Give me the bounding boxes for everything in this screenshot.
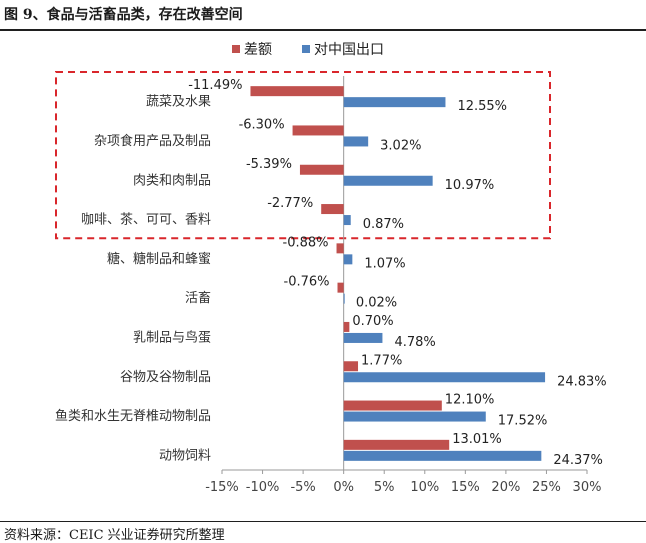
bar-balance: [343, 400, 442, 411]
category-label: 咖啡、茶、可可、香料: [81, 212, 211, 228]
x-tick-label: 25%: [532, 480, 561, 495]
legend-swatch-balance: [232, 45, 240, 53]
bar-export-to-china: [343, 450, 542, 461]
category-label: 肉类和肉制品: [133, 173, 211, 188]
bar-balance: [299, 164, 344, 175]
data-label-export-to-china: 4.78%: [394, 335, 435, 350]
x-tick-label: -5%: [290, 480, 315, 495]
highlight-box: [55, 71, 551, 240]
bar-balance: [343, 439, 450, 450]
data-label-balance: 1.77%: [361, 353, 402, 368]
bar-balance: [343, 361, 359, 372]
data-label-balance: 0.70%: [352, 314, 393, 329]
bar-balance: [336, 243, 344, 254]
bar-export-to-china: [343, 136, 369, 147]
bar-balance: [292, 125, 344, 136]
data-label-balance: 12.10%: [445, 393, 495, 408]
figure-title: 图 9、食品与活畜品类，存在改善空间: [4, 7, 243, 23]
source-note: 资料来源：CEIC 兴业证券研究所整理: [4, 528, 225, 543]
category-label: 蔬菜及水果: [146, 95, 211, 110]
bar-export-to-china: [343, 293, 345, 304]
bar-balance: [337, 282, 344, 293]
category-label: 鱼类和水生无脊椎动物制品: [55, 408, 211, 424]
data-label-export-to-china: 17.52%: [498, 414, 548, 429]
bar-export-to-china: [343, 175, 433, 186]
bar-balance: [321, 204, 344, 215]
data-label-export-to-china: 24.37%: [553, 453, 603, 468]
x-tick-label: 0%: [333, 480, 354, 495]
legend-swatch-export-to-china: [302, 45, 310, 53]
bar-balance: [250, 86, 344, 97]
bar-export-to-china: [343, 372, 546, 383]
category-label: 谷物及谷物制品: [120, 370, 211, 385]
x-tick-label: -10%: [246, 480, 280, 495]
footer-rule: [0, 521, 646, 522]
bar-export-to-china: [343, 215, 351, 226]
category-label: 糖、糖制品和蜂蜜: [107, 251, 211, 267]
bar-export-to-china: [343, 254, 353, 265]
legend-label-balance: 差额: [244, 42, 272, 58]
data-label-export-to-china: 3.02%: [380, 138, 421, 153]
title-rule: [0, 29, 646, 31]
category-label: 动物饲料: [159, 448, 211, 463]
data-label-balance: -6.30%: [239, 117, 285, 132]
category-label: 乳制品与鸟蛋: [133, 329, 211, 345]
category-label: 杂项食用产品及制品: [94, 133, 211, 149]
bar-balance: [343, 321, 350, 332]
data-label-balance: 13.01%: [452, 432, 502, 447]
data-label-export-to-china: 10.97%: [445, 178, 495, 193]
bar-export-to-china: [343, 411, 486, 422]
x-tick-label: 10%: [410, 480, 439, 495]
data-label-balance: -5.39%: [246, 157, 292, 172]
category-label: 活畜: [185, 290, 211, 306]
data-label-export-to-china: 0.02%: [356, 296, 397, 311]
data-label-export-to-china: 12.55%: [457, 99, 507, 114]
data-label-balance: -0.88%: [283, 235, 329, 250]
data-label-balance: -0.76%: [284, 275, 330, 290]
data-label-export-to-china: 24.83%: [557, 374, 607, 389]
bar-export-to-china: [343, 97, 446, 108]
x-tick-label: 15%: [451, 480, 480, 495]
data-label-balance: -11.49%: [188, 78, 242, 93]
bar-chart: -15% -10% -5% 0% 5% 10% 15% 20% 25% 30% 蔬菜及水果 -11.4…: [55, 42, 607, 495]
x-tick-label: 20%: [491, 480, 520, 495]
bar-export-to-china: [343, 332, 383, 343]
legend-label-export-to-china: 对中国出口: [314, 42, 384, 58]
x-tick-label: -15%: [205, 480, 239, 495]
data-label-balance: -2.77%: [267, 196, 313, 211]
data-label-export-to-china: 1.07%: [364, 256, 405, 271]
data-label-export-to-china: 0.87%: [363, 217, 404, 232]
x-tick-label: 30%: [573, 480, 602, 495]
x-tick-label: 5%: [374, 480, 395, 495]
